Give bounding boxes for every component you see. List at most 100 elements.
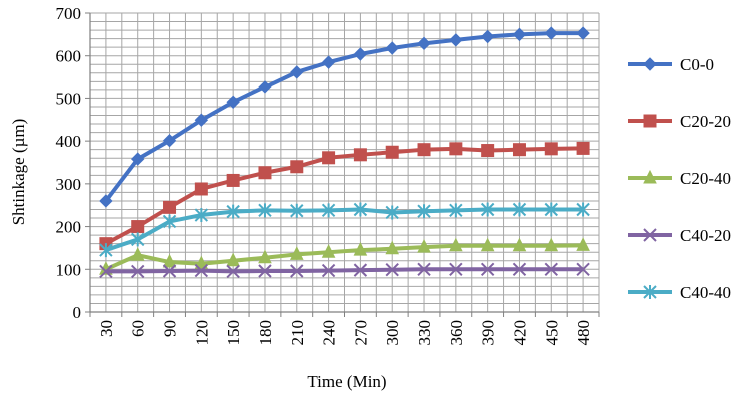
series-c20-20 [99, 141, 590, 251]
data-point-c20-40 [385, 240, 400, 255]
x-tick-label: 240 [320, 320, 339, 346]
data-point-c0-0 [449, 33, 463, 47]
series-line-c20-20 [104, 146, 584, 246]
data-point-c40-20 [131, 264, 145, 279]
data-point-c20-40 [480, 237, 495, 252]
data-point-c20-40 [321, 244, 336, 258]
series-c40-20 [99, 262, 590, 279]
data-point-c40-40 [385, 205, 399, 220]
data-point-c20-20 [322, 151, 336, 165]
data-point-c20-40 [162, 253, 177, 268]
series-c20-40 [99, 237, 590, 275]
legend-marker [643, 228, 657, 242]
data-point-c40-20 [194, 263, 209, 278]
y-tick-label: 400 [56, 132, 82, 151]
legend-label: C40-20 [680, 226, 731, 245]
data-point-c20-20 [163, 200, 177, 214]
x-tick-label: 180 [256, 320, 275, 346]
data-point-c20-20 [481, 144, 495, 158]
data-point-c40-20 [480, 262, 495, 276]
series-group [99, 26, 590, 279]
data-point-c40-20 [321, 263, 336, 278]
x-axis-title: Time (Min) [307, 372, 386, 391]
data-point-c20-40 [417, 238, 431, 253]
data-point-c40-20 [99, 264, 113, 279]
y-axis-title: Shtinkage (µm) [9, 119, 28, 226]
series-line-c40-40 [105, 207, 584, 252]
data-point-c40-40 [544, 202, 558, 217]
data-point-c20-40 [353, 241, 368, 256]
series-line-c40-20 [105, 267, 584, 274]
data-point-c0-0 [194, 113, 209, 127]
data-point-c40-20 [226, 264, 240, 279]
data-point-c40-20 [290, 264, 304, 278]
legend-label: C20-20 [680, 112, 731, 131]
data-point-c20-20 [544, 142, 558, 156]
legend-marker [643, 114, 657, 128]
legend: C0-0 C20-20 C20-40 C40-20 C40-40 [628, 55, 731, 302]
legend-marker [643, 285, 657, 299]
data-point-c40-20 [449, 262, 463, 276]
data-point-c20-40 [576, 237, 590, 251]
data-point-c40-40 [194, 208, 209, 223]
data-point-c20-20 [353, 148, 367, 162]
data-point-c0-0 [321, 55, 336, 69]
data-point-c20-20 [512, 143, 526, 157]
legend-item-c20-40: C20-40 [628, 169, 731, 188]
data-point-c0-0 [226, 95, 240, 109]
data-point-c40-20 [258, 264, 272, 278]
data-point-c40-40 [226, 204, 240, 219]
data-point-c20-20 [290, 160, 304, 174]
x-tick-label: 450 [542, 320, 561, 346]
data-point-c20-40 [449, 237, 463, 252]
data-point-c0-0 [99, 194, 113, 208]
data-point-c0-0 [417, 36, 431, 51]
y-tick-label: 300 [56, 175, 82, 194]
series-c0-0 [99, 26, 590, 208]
data-point-c0-0 [353, 47, 368, 61]
x-tick-label: 300 [383, 320, 402, 346]
data-point-c40-20 [544, 262, 558, 276]
x-tick-label: 120 [192, 320, 211, 346]
x-tick-label: 30 [97, 320, 116, 337]
data-point-c20-20 [131, 220, 145, 234]
axes: 0 100 200 300 400 500 600 700 30 60 90 120 150 180 210… [56, 4, 600, 346]
data-point-c20-20 [194, 182, 208, 196]
x-tick-label: 150 [224, 320, 243, 346]
y-tick-label: 600 [56, 47, 82, 66]
legend-item-c20-20: C20-20 [628, 112, 731, 131]
legend-label: C0-0 [680, 55, 714, 74]
x-tick-label: 330 [415, 320, 434, 346]
data-point-c20-40 [512, 237, 527, 252]
data-point-c40-40 [99, 243, 113, 258]
data-point-c40-40 [417, 204, 431, 219]
data-point-c0-0 [290, 65, 304, 79]
x-tick-label: 90 [161, 320, 180, 337]
data-point-c0-0 [162, 134, 177, 148]
x-tick-label: 390 [479, 320, 498, 346]
x-tick-label: 210 [288, 320, 307, 346]
data-point-c40-40 [512, 202, 527, 217]
legend-marker [643, 169, 657, 184]
series-c40-40 [99, 202, 590, 258]
data-point-c0-0 [576, 26, 590, 40]
x-tick-label: 270 [351, 320, 370, 346]
data-point-c0-0 [512, 27, 527, 42]
data-point-c20-40 [544, 237, 559, 252]
y-tick-label: 200 [56, 218, 82, 237]
data-point-c20-40 [130, 247, 145, 261]
x-tick-label: 420 [510, 320, 529, 346]
data-point-c40-40 [480, 202, 495, 217]
y-tick-label: 700 [56, 4, 82, 23]
data-point-c40-20 [417, 262, 431, 276]
data-point-c40-40 [321, 203, 336, 218]
y-tick-label: 500 [56, 89, 82, 108]
x-tick-label: 360 [447, 320, 466, 346]
data-point-c20-20 [226, 173, 240, 187]
legend-label: C20-40 [680, 169, 731, 188]
data-point-c20-40 [258, 249, 272, 264]
data-point-c40-40 [576, 202, 590, 217]
data-point-c20-20 [385, 145, 399, 159]
data-point-c40-20 [576, 262, 590, 276]
